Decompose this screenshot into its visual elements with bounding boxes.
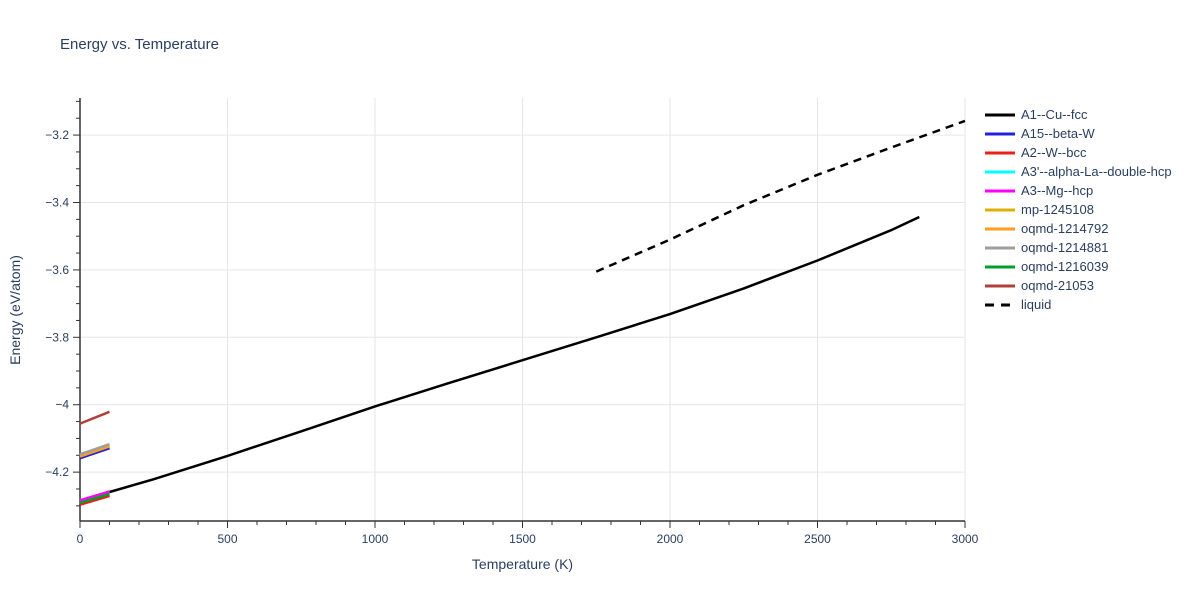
- y-tick-label: −3.6: [45, 263, 69, 277]
- legend-label: oqmd-1214792: [1021, 221, 1109, 236]
- x-tick-label: 2000: [657, 532, 684, 546]
- legend-item-a2-w-bcc[interactable]: A2--W--bcc: [985, 143, 1172, 162]
- legend-item-oqmd-1216039[interactable]: oqmd-1216039: [985, 257, 1172, 276]
- series-line-oqmd-21053: [79, 410, 110, 425]
- legend-line-sample: [985, 284, 1015, 287]
- x-tick-label: 500: [217, 532, 237, 546]
- chart-title: Energy vs. Temperature: [60, 36, 219, 53]
- x-tick-label: 1000: [362, 532, 389, 546]
- legend-line-sample: [985, 265, 1015, 268]
- legend-item-oqmd-1214792[interactable]: oqmd-1214792: [985, 219, 1172, 238]
- y-tick-label: −4.2: [45, 465, 69, 479]
- series-line-a3-mg-hcp: [79, 490, 110, 502]
- legend-line-sample: [985, 151, 1015, 154]
- legend: A1--Cu--fcc A15--beta-W A2--W--bcc A3'--alp…: [985, 105, 1172, 314]
- legend-label: A15--beta-W: [1021, 126, 1095, 141]
- legend-item-mp-1245108[interactable]: mp-1245108: [985, 200, 1172, 219]
- y-tick-label: −4: [55, 398, 69, 412]
- legend-label: A3--Mg--hcp: [1021, 183, 1094, 198]
- y-axis-title: Energy (eV/atom): [7, 255, 23, 365]
- legend-item-a15-beta-w[interactable]: A15--beta-W: [985, 124, 1172, 143]
- legend-item-liquid[interactable]: liquid: [985, 295, 1172, 314]
- x-tick-label: 1500: [509, 532, 536, 546]
- x-tick-label: 0: [77, 532, 84, 546]
- legend-line-sample: [985, 132, 1015, 135]
- y-tick-label: −3.2: [45, 128, 69, 142]
- y-tick-label: −3.8: [45, 330, 69, 344]
- x-tick-label: 2500: [804, 532, 831, 546]
- series-line-oqmd-1214792: [79, 445, 110, 458]
- legend-line-sample: [985, 113, 1015, 116]
- legend-label: A2--W--bcc: [1021, 145, 1087, 160]
- legend-label: mp-1245108: [1021, 202, 1094, 217]
- legend-line-sample: [985, 246, 1015, 249]
- legend-line-sample: [985, 189, 1015, 192]
- legend-item-a3-mg-hcp[interactable]: A3--Mg--hcp: [985, 181, 1172, 200]
- legend-item-a1-cu-fcc[interactable]: A1--Cu--fcc: [985, 105, 1172, 124]
- series-line-a1-cu-fcc: [79, 215, 920, 502]
- legend-label: oqmd-21053: [1021, 278, 1094, 293]
- legend-item-oqmd-21053[interactable]: oqmd-21053: [985, 276, 1172, 295]
- legend-label: oqmd-1216039: [1021, 259, 1109, 274]
- legend-line-sample: [985, 208, 1015, 211]
- series-line-oqmd-1216039: [79, 492, 110, 504]
- series-line-oqmd-1214881: [79, 443, 110, 456]
- legend-label: oqmd-1214881: [1021, 240, 1109, 255]
- legend-label: liquid: [1021, 297, 1052, 312]
- legend-line-sample: [985, 170, 1015, 173]
- x-axis-title: Temperature (K): [471, 556, 574, 572]
- x-tick-label: 3000: [952, 532, 979, 546]
- legend-label: A1--Cu--fcc: [1021, 107, 1088, 122]
- legend-label: A3'--alpha-La--double-hcp: [1021, 164, 1172, 179]
- series-line-a15-beta-w: [79, 446, 110, 460]
- legend-line-sample: [985, 303, 1015, 306]
- legend-line-sample: [985, 227, 1015, 230]
- series-line-liquid: [595, 119, 966, 273]
- y-tick-label: −3.4: [45, 195, 69, 209]
- series-line-a2-w-bcc: [79, 494, 110, 506]
- legend-item-a3-alpha-la-double-hcp[interactable]: A3'--alpha-La--double-hcp: [985, 162, 1172, 181]
- legend-item-oqmd-1214881[interactable]: oqmd-1214881: [985, 238, 1172, 257]
